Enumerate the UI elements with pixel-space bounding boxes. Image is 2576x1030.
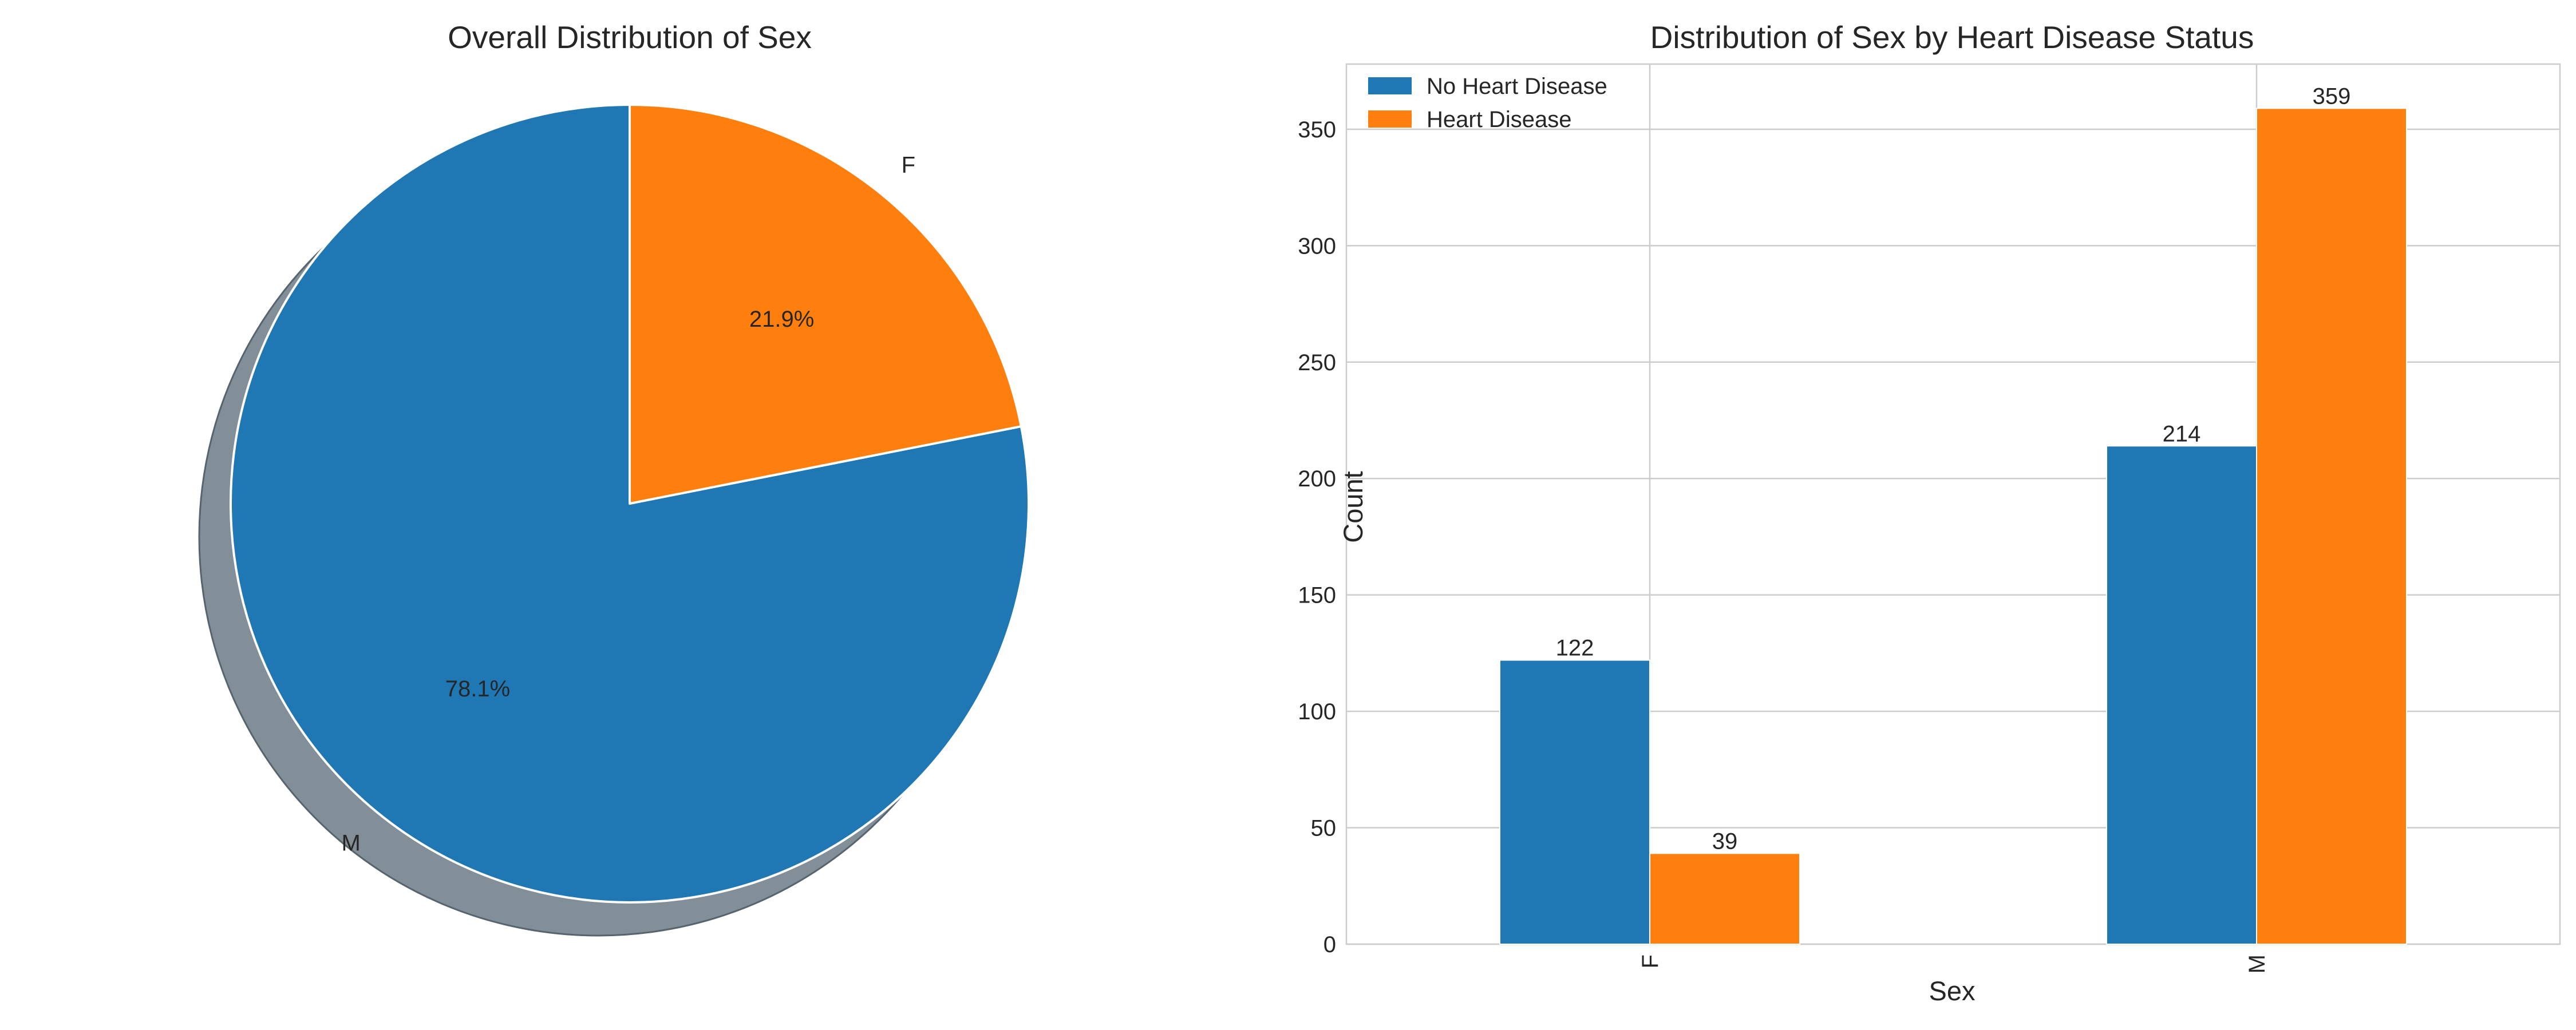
x-tick-label-m: M <box>2245 954 2270 973</box>
bar-heart-disease-f <box>1649 853 1800 945</box>
bar-heart-disease-m <box>2256 108 2407 945</box>
y-tick-label: 200 <box>1298 466 1336 492</box>
bar-data-label: 122 <box>1556 636 1594 661</box>
pie-chart: Overall Distribution of Sex 78.1% M 21.9% F <box>198 19 1030 937</box>
pie-chart-title: Overall Distribution of Sex <box>448 19 812 55</box>
legend-swatch-0 <box>1368 77 1412 94</box>
bar-data-labels: 122 214 39 359 <box>1556 84 2351 854</box>
bar-no-heart-disease-m <box>2106 445 2257 945</box>
pie-labels: 78.1% M 21.9% F <box>341 153 915 856</box>
x-axis-label: Sex <box>1929 976 1976 1006</box>
legend-label-1: Heart Disease <box>1427 107 1571 132</box>
bar-chart-panel: Distribution of Sex by Heart Disease Sta… <box>1259 0 2576 1030</box>
y-tick-label: 50 <box>1311 816 1337 841</box>
bar-series <box>1499 108 2407 945</box>
y-axis-ticks: 0 50 100 150 200 250 300 350 <box>1298 117 1336 957</box>
pie-slices <box>230 104 1030 904</box>
legend: No Heart Disease Heart Disease <box>1368 74 1607 132</box>
bar-chart: Distribution of Sex by Heart Disease Sta… <box>1298 19 2561 1006</box>
bar-no-heart-disease-f <box>1499 659 1650 945</box>
y-tick-label: 350 <box>1298 117 1336 142</box>
legend-swatch-1 <box>1368 110 1412 128</box>
pie-slice-f <box>629 104 1022 505</box>
y-tick-label: 100 <box>1298 699 1336 724</box>
legend-label-0: No Heart Disease <box>1427 74 1607 99</box>
pie-percent-label-m: 78.1% <box>445 676 510 702</box>
pie-percent-label-f: 21.9% <box>749 307 814 332</box>
bar-data-label: 359 <box>2313 84 2351 109</box>
plot-frame <box>1345 63 2561 945</box>
y-tick-label: 250 <box>1298 350 1336 375</box>
y-tick-label: 0 <box>1323 932 1336 957</box>
bar-chart-title: Distribution of Sex by Heart Disease Sta… <box>1650 19 2254 55</box>
pie-category-label-m: M <box>341 830 360 855</box>
y-tick-label: 300 <box>1298 233 1336 259</box>
y-tick-label: 150 <box>1298 583 1336 608</box>
x-tick-label-f: F <box>1638 954 1663 968</box>
bar-data-label: 39 <box>1712 829 1738 854</box>
pie-category-label-f: F <box>902 153 915 178</box>
bar-data-label: 214 <box>2163 421 2201 446</box>
pie-chart-panel: Overall Distribution of Sex 78.1% M 21.9% F <box>0 0 1259 1030</box>
y-axis-label: Count <box>1338 471 1368 542</box>
